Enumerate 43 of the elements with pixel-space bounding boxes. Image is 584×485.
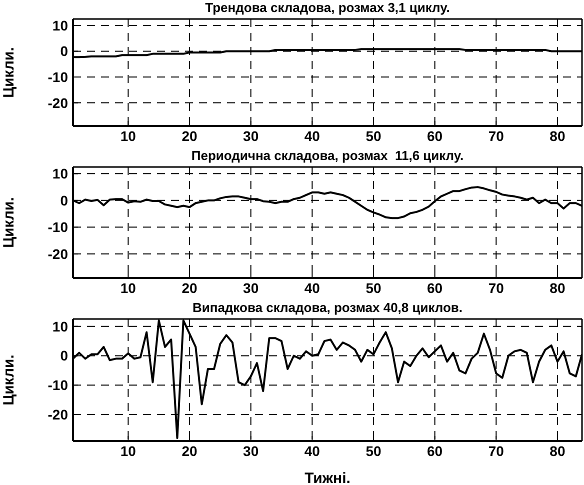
x-tick-label: 60 <box>427 442 443 459</box>
x-tick-label: 70 <box>488 128 504 144</box>
y-tick-label: -20 <box>48 94 68 111</box>
y-tick-label: 10 <box>52 166 68 182</box>
y-tick-label: -10 <box>48 219 68 236</box>
y-tick-label: 10 <box>52 17 68 34</box>
x-tick-label: 80 <box>550 280 566 296</box>
x-tick-label: 10 <box>120 280 136 296</box>
y-tick-label: 0 <box>60 43 68 60</box>
chart-title: Трендова складова, розмах 3,1 циклу. <box>204 0 451 16</box>
x-tick-label: 10 <box>120 442 136 459</box>
x-tick-label: 20 <box>182 128 198 144</box>
x-tick-label: 70 <box>488 442 504 459</box>
x-tick-label: 70 <box>488 280 504 296</box>
chart-title: Периодична складова, розмах 11,6 циклу. <box>190 148 465 164</box>
x-tick-label: 40 <box>304 280 320 296</box>
y-axis-title: Цикли. <box>0 47 18 98</box>
x-tick-label: 30 <box>243 442 259 459</box>
x-tick-label: 20 <box>182 442 198 459</box>
y-tick-label: -20 <box>48 246 68 262</box>
x-tick-label: 50 <box>366 128 382 144</box>
y-tick-label: -10 <box>48 377 68 394</box>
x-tick-label: 20 <box>182 280 198 296</box>
y-tick-label: -20 <box>48 406 68 423</box>
x-tick-label: 60 <box>427 128 443 144</box>
x-tick-label: 50 <box>366 280 382 296</box>
x-tick-label: 40 <box>304 128 320 144</box>
x-tick-label: 30 <box>243 128 259 144</box>
x-tick-label: 80 <box>550 128 566 144</box>
x-axis-title: Тижні. <box>304 470 350 485</box>
chart-title: Випадкова складова, розмах 40,8 циклов. <box>191 300 464 316</box>
x-tick-label: 60 <box>427 280 443 296</box>
y-axis-title: Цикли. <box>0 354 18 406</box>
y-tick-label: -10 <box>48 68 68 85</box>
x-tick-label: 80 <box>550 442 566 459</box>
y-tick-label: 10 <box>52 318 68 334</box>
x-tick-label: 50 <box>366 442 382 459</box>
x-tick-label: 40 <box>304 442 320 459</box>
y-tick-label: 0 <box>60 192 68 208</box>
x-tick-label: 30 <box>243 280 259 296</box>
y-tick-label: 0 <box>60 348 68 364</box>
x-tick-label: 10 <box>120 128 136 144</box>
y-axis-title: Цикли. <box>0 197 18 248</box>
